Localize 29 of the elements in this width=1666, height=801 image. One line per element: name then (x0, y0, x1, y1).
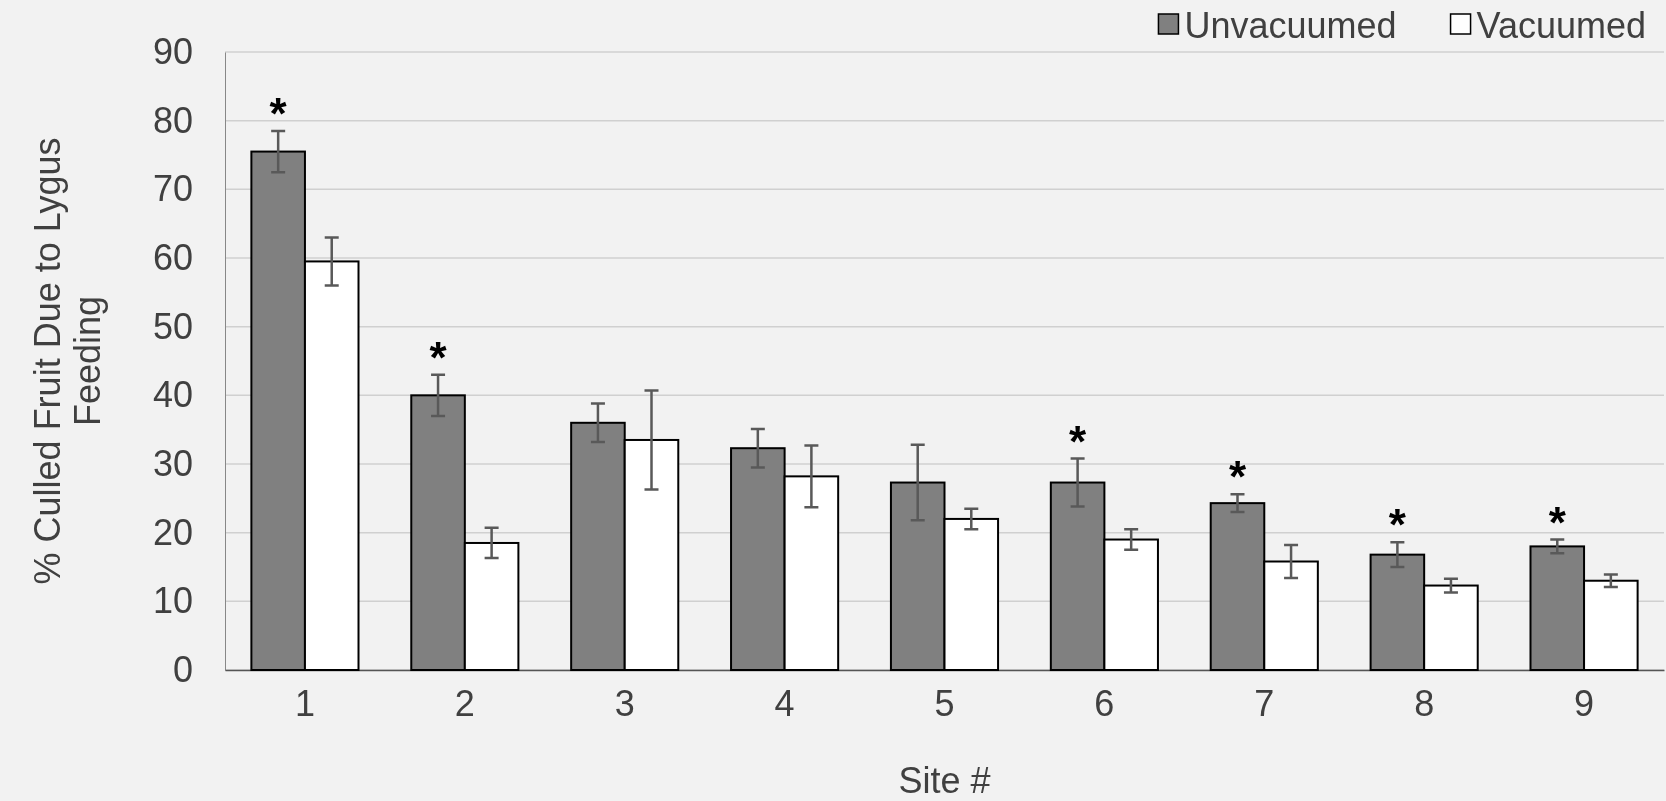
annotation: * (1228, 452, 1247, 502)
x-tick-label: 5 (934, 682, 955, 724)
annotation: * (1548, 497, 1567, 547)
annotation: * (429, 332, 448, 382)
y-tick-label: 80 (152, 99, 193, 141)
x-tick-label: 9 (1574, 682, 1595, 724)
legend-label: Vacuumed (1476, 5, 1646, 46)
y-tick-label: 60 (152, 237, 193, 279)
x-axis-title: Site # (898, 760, 991, 801)
y-tick-label: 30 (152, 443, 193, 485)
x-tick-label: 7 (1254, 682, 1275, 724)
y-tick-label: 10 (152, 580, 193, 622)
x-tick-label: 1 (294, 682, 315, 724)
y-tick-label: 50 (152, 305, 193, 347)
x-tick-label: 6 (1094, 682, 1115, 724)
y-axis-title: % Culled Fruit Due to Lygus Feeding (27, 137, 108, 585)
x-tick-label: 8 (1414, 682, 1435, 724)
annotation: * (1388, 500, 1407, 550)
y-tick-label: 20 (152, 511, 193, 553)
y-tick-label: 40 (152, 374, 193, 416)
x-tick-label: 2 (454, 682, 475, 724)
y-tick-label: 70 (152, 168, 193, 210)
annotation: * (269, 88, 288, 138)
x-tick-label: 3 (614, 682, 635, 724)
y-tick-label: 0 (172, 649, 193, 691)
x-tick-label: 4 (774, 682, 795, 724)
legend-label: Unvacuumed (1184, 5, 1397, 46)
annotation: * (1069, 416, 1088, 466)
y-tick-label: 90 (152, 31, 193, 73)
